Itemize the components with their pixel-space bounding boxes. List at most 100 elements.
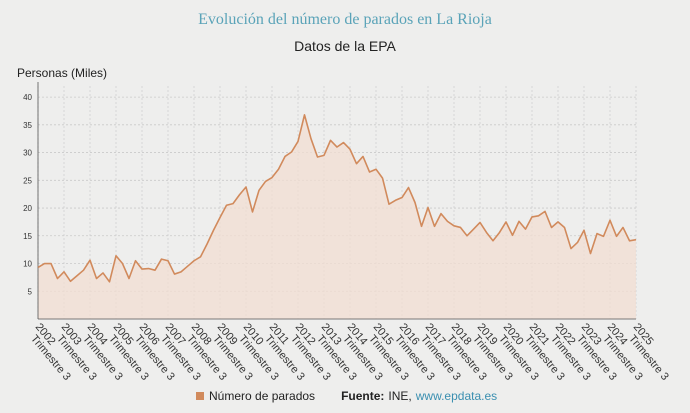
data-point [206, 243, 208, 245]
data-point [219, 216, 221, 218]
data-point [186, 265, 188, 267]
data-point [43, 262, 45, 264]
data-point [89, 259, 91, 261]
data-point [596, 232, 598, 234]
data-point [407, 186, 409, 188]
data-point [427, 206, 429, 208]
data-point [316, 156, 318, 158]
y-tick-label: 35 [23, 121, 32, 130]
data-point [602, 235, 604, 237]
data-point [544, 210, 546, 212]
data-point [401, 196, 403, 198]
data-point [76, 275, 78, 277]
data-point [290, 151, 292, 153]
data-point [518, 220, 520, 222]
data-point [570, 247, 572, 249]
data-point [95, 277, 97, 279]
chart-subtitle: Datos de la EPA [294, 38, 396, 54]
data-point [310, 138, 312, 140]
data-point [368, 171, 370, 173]
data-point [63, 271, 65, 273]
data-point [485, 231, 487, 233]
data-point [550, 226, 552, 228]
data-point [420, 225, 422, 227]
data-point [472, 228, 474, 230]
legend-swatch [196, 392, 204, 400]
data-point [212, 229, 214, 231]
data-point [251, 211, 253, 213]
source-link[interactable]: www.epdata.es [415, 389, 498, 403]
data-point [557, 221, 559, 223]
data-point [615, 235, 617, 237]
chart-title: Evolución del número de parados en La Ri… [198, 11, 492, 28]
y-tick-label: 40 [23, 93, 32, 102]
source-text: INE, [388, 389, 412, 403]
data-point [82, 269, 84, 271]
data-point [121, 262, 123, 264]
data-point [50, 262, 52, 264]
data-point [563, 226, 565, 228]
data-point [576, 241, 578, 243]
data-point [537, 215, 539, 217]
data-point [160, 258, 162, 260]
data-point [193, 260, 195, 262]
line-layer [37, 114, 637, 283]
data-point [375, 168, 377, 170]
data-point [609, 219, 611, 221]
data-point [115, 255, 117, 257]
data-point [180, 271, 182, 273]
data-point [147, 267, 149, 269]
y-tick-labels: 5 10 15 20 25 30 35 40 [23, 93, 32, 296]
data-point [466, 235, 468, 237]
data-point [336, 146, 338, 148]
data-point [173, 273, 175, 275]
axis-layer [37, 82, 636, 320]
data-point [362, 155, 364, 157]
data-point [479, 221, 481, 223]
y-tick-label: 10 [23, 260, 32, 269]
area-layer [38, 114, 636, 319]
data-point [69, 280, 71, 282]
data-point [589, 252, 591, 254]
data-point [459, 226, 461, 228]
data-point [277, 168, 279, 170]
y-tick-label: 5 [28, 287, 33, 296]
data-point [394, 199, 396, 201]
data-point [154, 269, 156, 271]
data-point [635, 238, 637, 240]
y-tick-label: 25 [23, 176, 32, 185]
series-area [38, 114, 636, 319]
data-point [271, 176, 273, 178]
data-point [141, 268, 143, 270]
data-point [511, 234, 513, 236]
data-point [303, 114, 305, 116]
y-tick-label: 20 [23, 204, 32, 213]
data-point [622, 226, 624, 228]
data-point [245, 186, 247, 188]
data-point [355, 162, 357, 164]
data-point [388, 203, 390, 205]
legend-series-label: Número de parados [209, 389, 316, 403]
data-point [297, 140, 299, 142]
data-point [440, 212, 442, 214]
data-point [433, 225, 435, 227]
data-point [37, 266, 39, 268]
legend: Número de parados Fuente: INE, www.epdat… [196, 389, 497, 403]
data-point [225, 204, 227, 206]
data-point [102, 272, 104, 274]
series-line [37, 114, 637, 283]
data-point [583, 229, 585, 231]
data-point [56, 277, 58, 279]
data-point [167, 260, 169, 262]
data-point [232, 202, 234, 204]
data-point [524, 228, 526, 230]
data-point [264, 180, 266, 182]
data-point [329, 139, 331, 141]
data-point [628, 240, 630, 242]
data-point [531, 216, 533, 218]
data-point [498, 231, 500, 233]
data-point [199, 256, 201, 258]
source-label: Fuente: [341, 389, 385, 403]
